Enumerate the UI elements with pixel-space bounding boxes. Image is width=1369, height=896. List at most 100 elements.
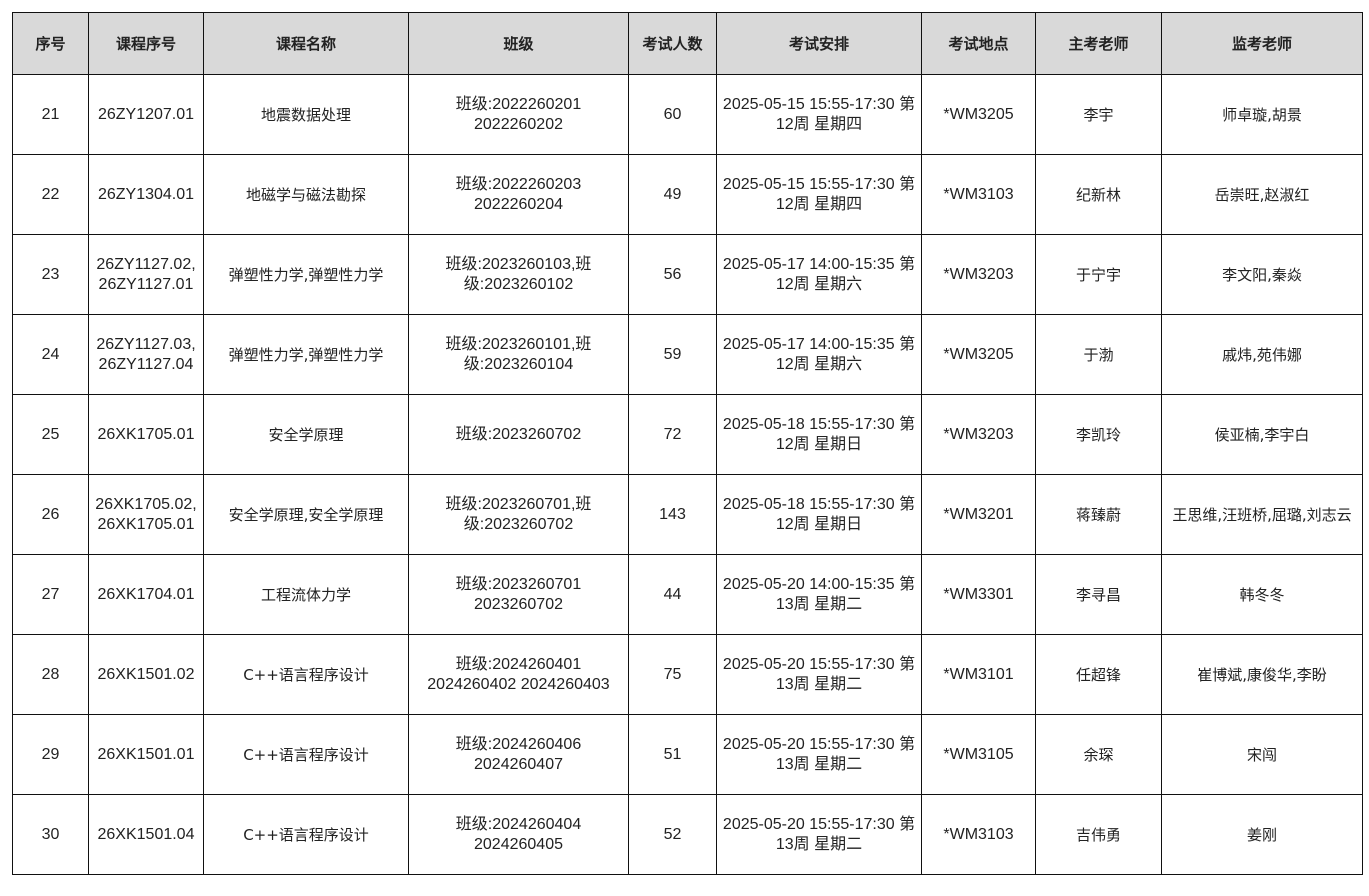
chief-examiner: 李寻昌 <box>1035 554 1162 635</box>
chief-examiner: 于宁宇 <box>1035 234 1162 315</box>
course-id: 26ZY1207.01 <box>88 74 204 155</box>
chief-examiner: 纪新林 <box>1035 154 1162 235</box>
header-classes: 班级 <box>408 12 629 75</box>
exam-schedule: 2025-05-20 15:55-17:30 第13周 星期二 <box>716 714 922 795</box>
course-name: 弹塑性力学,弹塑性力学 <box>203 234 409 315</box>
exam-count: 49 <box>628 154 717 235</box>
course-name: 弹塑性力学,弹塑性力学 <box>203 314 409 395</box>
exam-count: 56 <box>628 234 717 315</box>
proctors: 崔博斌,康俊华,李盼 <box>1161 634 1363 715</box>
exam-count: 72 <box>628 394 717 475</box>
exam-count: 51 <box>628 714 717 795</box>
header-no: 序号 <box>12 12 89 75</box>
course-name: C++语言程序设计 <box>203 794 409 875</box>
exam-schedule: 2025-05-17 14:00-15:35 第12周 星期六 <box>716 234 922 315</box>
proctors: 韩冬冬 <box>1161 554 1363 635</box>
table-row: 22 26ZY1304.01 地磁学与磁法勘探 班级:2022260203 20222… <box>12 154 1363 235</box>
header-course-id: 课程序号 <box>88 12 204 75</box>
table-row: 29 26XK1501.01 C++语言程序设计 班级:2024260406 2024… <box>12 714 1363 795</box>
class-list: 班级:2024260401 2024260402 2024260403 <box>408 634 629 715</box>
table-row: 27 26XK1704.01 工程流体力学 班级:2023260701 2023260… <box>12 554 1363 635</box>
exam-count: 143 <box>628 474 717 555</box>
course-id: 26XK1501.04 <box>88 794 204 875</box>
course-id: 26XK1705.02, 26XK1705.01 <box>88 474 204 555</box>
header-room: 考试地点 <box>921 12 1036 75</box>
exam-room: *WM3103 <box>921 794 1036 875</box>
exam-count: 75 <box>628 634 717 715</box>
class-list: 班级:2023260103,班级:2023260102 <box>408 234 629 315</box>
header-count: 考试人数 <box>628 12 717 75</box>
exam-room: *WM3201 <box>921 474 1036 555</box>
exam-schedule: 2025-05-15 15:55-17:30 第12周 星期四 <box>716 154 922 235</box>
proctors: 宋闯 <box>1161 714 1363 795</box>
course-name: C++语言程序设计 <box>203 634 409 715</box>
course-id: 26XK1501.02 <box>88 634 204 715</box>
exam-room: *WM3205 <box>921 74 1036 155</box>
row-number: 25 <box>12 394 89 475</box>
row-number: 24 <box>12 314 89 395</box>
exam-schedule: 2025-05-20 14:00-15:35 第13周 星期二 <box>716 554 922 635</box>
course-name: 地震数据处理 <box>203 74 409 155</box>
course-id: 26XK1705.01 <box>88 394 204 475</box>
proctors: 戚炜,苑伟娜 <box>1161 314 1363 395</box>
course-name: C++语言程序设计 <box>203 714 409 795</box>
exam-room: *WM3203 <box>921 394 1036 475</box>
row-number: 29 <box>12 714 89 795</box>
course-name: 安全学原理 <box>203 394 409 475</box>
chief-examiner: 吉伟勇 <box>1035 794 1162 875</box>
exam-schedule: 2025-05-18 15:55-17:30 第12周 星期日 <box>716 474 922 555</box>
chief-examiner: 余琛 <box>1035 714 1162 795</box>
row-number: 27 <box>12 554 89 635</box>
exam-schedule: 2025-05-15 15:55-17:30 第12周 星期四 <box>716 74 922 155</box>
exam-room: *WM3203 <box>921 234 1036 315</box>
exam-room: *WM3301 <box>921 554 1036 635</box>
table-row: 26 26XK1705.02, 26XK1705.01 安全学原理,安全学原理 班级:… <box>12 474 1363 555</box>
course-id: 26ZY1127.03, 26ZY1127.04 <box>88 314 204 395</box>
table-row: 25 26XK1705.01 安全学原理 班级:2023260702 72 2025-05… <box>12 394 1363 475</box>
course-name: 安全学原理,安全学原理 <box>203 474 409 555</box>
class-list: 班级:2024260406 2024260407 <box>408 714 629 795</box>
table-row: 23 26ZY1127.02, 26ZY1127.01 弹塑性力学,弹塑性力学 班级:… <box>12 234 1363 315</box>
row-number: 23 <box>12 234 89 315</box>
course-name: 工程流体力学 <box>203 554 409 635</box>
header-chief: 主考老师 <box>1035 12 1162 75</box>
table-row: 21 26ZY1207.01 地震数据处理 班级:2022260201 2022260… <box>12 74 1363 155</box>
class-list: 班级:2023260701 2023260702 <box>408 554 629 635</box>
exam-count: 52 <box>628 794 717 875</box>
header-row: 序号 课程序号 课程名称 班级 考试人数 考试安排 考试地点 主考老师 监考老师 <box>12 12 1363 75</box>
course-name: 地磁学与磁法勘探 <box>203 154 409 235</box>
chief-examiner: 任超锋 <box>1035 634 1162 715</box>
table-row: 30 26XK1501.04 C++语言程序设计 班级:2024260404 2024… <box>12 794 1363 875</box>
exam-room: *WM3105 <box>921 714 1036 795</box>
row-number: 21 <box>12 74 89 155</box>
header-schedule: 考试安排 <box>716 12 922 75</box>
row-number: 28 <box>12 634 89 715</box>
class-list: 班级:2023260701,班级:2023260702 <box>408 474 629 555</box>
proctors: 李文阳,秦焱 <box>1161 234 1363 315</box>
class-list: 班级:2022260203 2022260204 <box>408 154 629 235</box>
course-id: 26ZY1304.01 <box>88 154 204 235</box>
exam-schedule: 2025-05-20 15:55-17:30 第13周 星期二 <box>716 634 922 715</box>
table-row: 24 26ZY1127.03, 26ZY1127.04 弹塑性力学,弹塑性力学 班级:… <box>12 314 1363 395</box>
chief-examiner: 于渤 <box>1035 314 1162 395</box>
exam-schedule: 2025-05-20 15:55-17:30 第13周 星期二 <box>716 794 922 875</box>
exam-room: *WM3103 <box>921 154 1036 235</box>
header-course-name: 课程名称 <box>203 12 409 75</box>
course-id: 26XK1704.01 <box>88 554 204 635</box>
proctors: 姜刚 <box>1161 794 1363 875</box>
class-list: 班级:2024260404 2024260405 <box>408 794 629 875</box>
table-row: 28 26XK1501.02 C++语言程序设计 班级:2024260401 2024… <box>12 634 1363 715</box>
chief-examiner: 李宇 <box>1035 74 1162 155</box>
row-number: 30 <box>12 794 89 875</box>
exam-count: 44 <box>628 554 717 635</box>
exam-schedule-table: 序号 课程序号 课程名称 班级 考试人数 考试安排 考试地点 主考老师 监考老师… <box>12 12 1363 875</box>
proctors: 岳崇旺,赵淑红 <box>1161 154 1363 235</box>
row-number: 22 <box>12 154 89 235</box>
proctors: 师卓璇,胡景 <box>1161 74 1363 155</box>
chief-examiner: 李凯玲 <box>1035 394 1162 475</box>
header-proctors: 监考老师 <box>1161 12 1363 75</box>
row-number: 26 <box>12 474 89 555</box>
course-id: 26XK1501.01 <box>88 714 204 795</box>
chief-examiner: 蒋臻蔚 <box>1035 474 1162 555</box>
exam-room: *WM3205 <box>921 314 1036 395</box>
